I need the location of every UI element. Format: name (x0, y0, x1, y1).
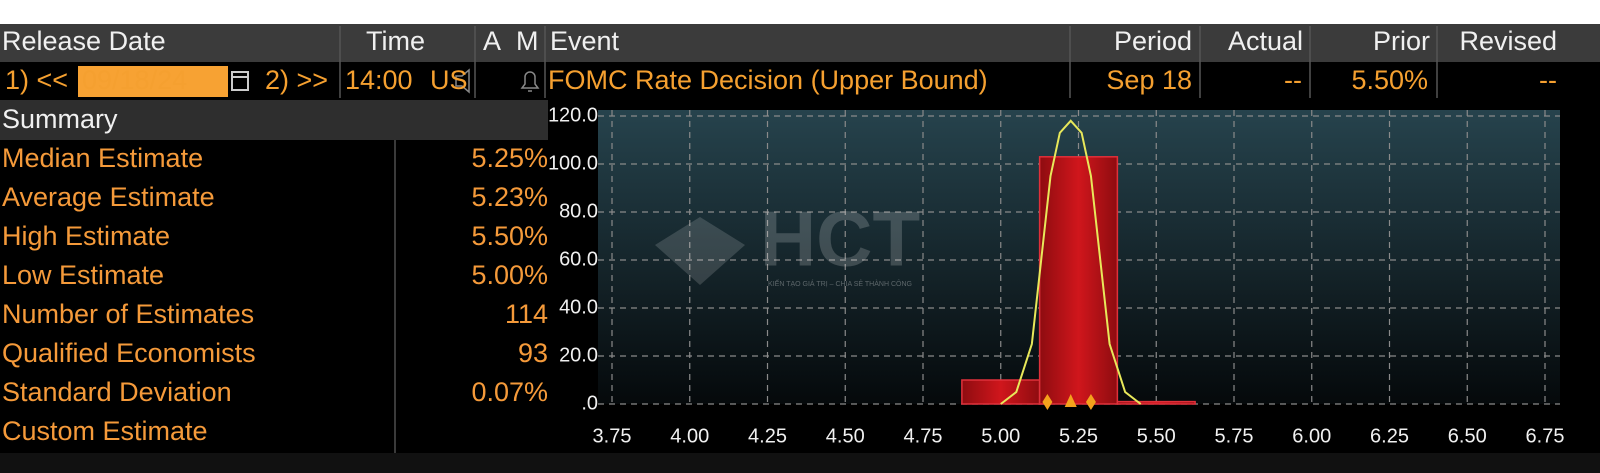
x-tick-label: 5.25 (1059, 425, 1098, 447)
x-tick-label: 6.25 (1370, 425, 1409, 447)
column-header: Time (366, 26, 425, 56)
revised: -- (1539, 65, 1557, 95)
summary-label: Qualified Economists (2, 338, 256, 368)
x-tick-label: 3.75 (593, 425, 632, 447)
summary-label: Low Estimate (2, 260, 164, 290)
summary-value: 5.00% (471, 260, 548, 290)
y-tick-label: 60.0 (559, 248, 598, 270)
y-tick-label: .0 (581, 392, 598, 414)
nav-prev[interactable]: 1) << (5, 65, 68, 95)
bottom-strip (0, 453, 1600, 473)
y-tick-label: 80.0 (559, 200, 598, 222)
alert-icon[interactable] (520, 71, 540, 92)
date-box[interactable] (78, 66, 228, 97)
x-tick-label: 6.50 (1448, 425, 1487, 447)
summary-label: Median Estimate (2, 143, 203, 173)
y-tick-label: 100.0 (548, 152, 598, 174)
summary-value: 114 (505, 299, 548, 329)
calendar-frame (231, 71, 249, 91)
top-margin (0, 0, 1600, 24)
y-tick-label: 40.0 (559, 296, 598, 318)
audio-icon[interactable] (455, 68, 470, 94)
x-tick-label: 4.75 (904, 425, 943, 447)
column-header: Release Date (2, 26, 166, 56)
y-tick-label: 20.0 (559, 344, 598, 366)
summary-value: 5.25% (471, 143, 548, 173)
summary-label: Average Estimate (2, 182, 215, 212)
estimate-marker (1085, 394, 1096, 410)
release-date[interactable]: 09/18/24 (82, 65, 187, 95)
header-bar (0, 24, 1600, 62)
x-tick-label: 6.00 (1292, 425, 1331, 447)
summary-value: 93 (518, 338, 548, 368)
country: US (430, 65, 468, 95)
release-time: 14:00 (345, 65, 413, 95)
x-tick-label: 4.00 (670, 425, 709, 447)
column-header: Period (1114, 26, 1192, 56)
summary-label: Standard Deviation (2, 377, 232, 407)
watermark-tagline: KIẾN TẠO GIÁ TRỊ – CHIA SẺ THÀNH CÔNG (768, 278, 912, 288)
x-tick-label: 4.50 (826, 425, 865, 447)
summary-label: Custom Estimate (2, 416, 208, 446)
estimate-marker (1042, 394, 1053, 410)
column-header: Revised (1459, 26, 1557, 56)
x-tick-label: 4.25 (748, 425, 787, 447)
column-header: Event (550, 26, 620, 56)
histogram-bar (961, 379, 1041, 405)
calendar-icon[interactable] (231, 71, 249, 91)
x-tick-label: 6.75 (1526, 425, 1565, 447)
prior: 5.50% (1351, 65, 1428, 95)
summary-label: Number of Estimates (2, 299, 254, 329)
summary-header (0, 100, 548, 140)
summary-title: Summary (2, 104, 118, 134)
distribution-curve (1000, 119, 1142, 405)
column-header: Prior (1373, 26, 1430, 56)
event-name[interactable]: FOMC Rate Decision (Upper Bound) (548, 65, 988, 95)
watermark: HCT (760, 195, 920, 283)
plot: 3.75 4.00 4.25 4.50 4.75 5.00 5.25 5.50 5.75 6.00… (548, 104, 1565, 447)
summary-value: 5.23% (471, 182, 548, 212)
nav-next[interactable]: 2) >> (265, 65, 328, 95)
event-row (0, 62, 1600, 100)
column-header: A (483, 26, 501, 56)
histogram-bar (1038, 156, 1119, 405)
column-header: M (516, 26, 539, 56)
period: Sep 18 (1106, 65, 1192, 95)
histogram-bar (1116, 400, 1196, 405)
x-tick-label: 5.50 (1137, 425, 1176, 447)
actual: -- (1284, 65, 1302, 95)
summary-value: 5.50% (471, 221, 548, 251)
estimate-marker (1064, 394, 1077, 407)
x-tick-label: 5.00 (981, 425, 1020, 447)
column-header: Actual (1228, 26, 1303, 56)
summary-label: High Estimate (2, 221, 170, 251)
summary-value: 0.07% (471, 377, 548, 407)
watermark-logo (655, 217, 745, 285)
x-tick-label: 5.75 (1215, 425, 1254, 447)
y-tick-label: 120.0 (548, 104, 598, 126)
